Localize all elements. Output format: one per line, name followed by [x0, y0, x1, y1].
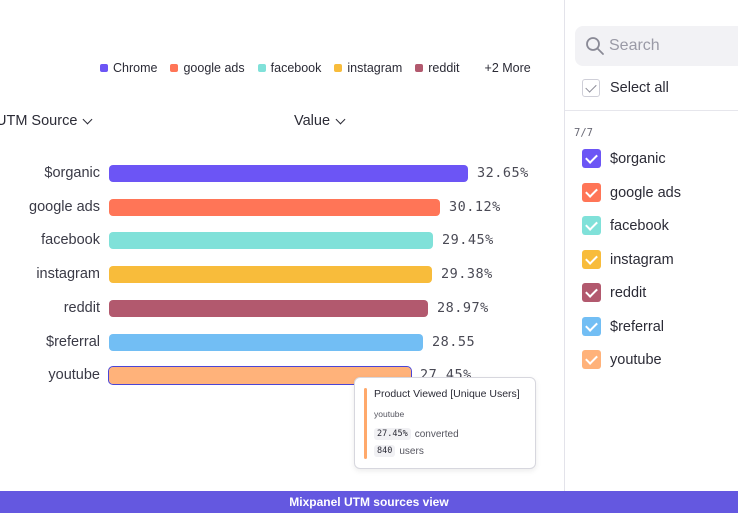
bar[interactable]: [109, 266, 432, 284]
chevron-down-icon: [82, 114, 93, 124]
divider: [565, 110, 738, 111]
bar-category-label: $organic: [44, 165, 100, 181]
filter-item-label: facebook: [610, 217, 669, 234]
bar-row: reddit 28.97%: [0, 298, 560, 318]
bar-value-label: 30.12%: [449, 198, 501, 215]
filter-item-label: youtube: [610, 351, 662, 368]
legend-swatch: [100, 64, 108, 72]
bar-category-label: instagram: [36, 266, 100, 283]
legend-item-reddit[interactable]: reddit: [415, 61, 460, 75]
checkbox-checked-icon: [582, 350, 601, 369]
checkbox-checked-icon: [582, 250, 601, 269]
bar-value-label: 28.97%: [437, 299, 489, 316]
bar-row: instagram 29.38%: [0, 264, 560, 284]
tooltip-converted-label: converted: [414, 428, 459, 440]
tooltip-users-value: 840: [374, 445, 396, 457]
bar-value-label: 29.38%: [441, 266, 493, 283]
legend-swatch: [170, 64, 179, 72]
filter-item-label: $organic: [610, 150, 666, 167]
select-all-checkbox[interactable]: Select all: [582, 79, 669, 97]
bar-category-label: google ads: [29, 198, 100, 215]
legend-swatch: [257, 64, 266, 72]
column-header-label: Value: [294, 113, 331, 129]
column-header-label: UTM Source: [0, 113, 78, 129]
checkbox-checked-icon: [582, 317, 601, 336]
tooltip-users-label: users: [399, 445, 424, 457]
filter-item-reddit[interactable]: reddit: [582, 283, 646, 302]
legend-label: facebook: [270, 61, 322, 75]
filter-item-instagram[interactable]: instagram: [582, 250, 674, 269]
legend-more-button[interactable]: +2 More: [484, 61, 531, 75]
legend-label: reddit: [428, 61, 460, 75]
filter-item-label: google ads: [610, 184, 681, 201]
tooltip-users-line: 840 users: [374, 445, 424, 457]
bar-value-label: 29.45%: [442, 232, 494, 249]
bar-category-label: facebook: [41, 232, 100, 249]
legend-item-chrome[interactable]: Chrome: [100, 61, 157, 75]
filter-item-google-ads[interactable]: google ads: [582, 183, 681, 202]
legend-item-google-ads[interactable]: google ads: [170, 61, 245, 75]
legend-item-facebook[interactable]: facebook: [257, 61, 322, 75]
selection-count: 7/7: [574, 127, 593, 139]
select-all-label: Select all: [610, 80, 669, 96]
tooltip-subtitle: youtube: [374, 409, 405, 419]
filter-item-referral[interactable]: $referral: [582, 317, 664, 336]
chevron-down-icon: [335, 114, 346, 124]
checkbox-checked-icon: [582, 183, 601, 202]
checkbox-checked-icon: [582, 216, 601, 235]
legend-item-instagram[interactable]: instagram: [334, 61, 402, 75]
legend-label: Chrome: [113, 61, 158, 75]
search-icon: [586, 37, 604, 55]
bar-row: $referral 28.55: [0, 332, 560, 352]
filter-item-label: reddit: [610, 284, 647, 301]
value-column-header[interactable]: Value: [294, 113, 346, 129]
filter-item-facebook[interactable]: facebook: [582, 216, 669, 235]
footer-caption: Mixpanel UTM sources view: [0, 491, 738, 513]
checkbox-icon: [582, 79, 600, 97]
bar-value-label: 32.65%: [477, 165, 529, 181]
checkbox-checked-icon: [582, 149, 601, 168]
bar-category-label: $referral: [46, 333, 100, 350]
bar-row: google ads 30.12%: [0, 197, 560, 217]
legend-label: google ads: [183, 61, 245, 75]
bar-category-label: youtube: [48, 367, 100, 384]
search-input[interactable]: [609, 35, 729, 57]
tooltip-converted-line: 27.45% converted: [374, 428, 459, 440]
bar-row: $organic 32.65%: [0, 163, 560, 183]
utm-source-column-header[interactable]: UTM Source: [0, 113, 93, 129]
bar[interactable]: [109, 165, 468, 182]
bar[interactable]: [109, 232, 433, 250]
checkbox-checked-icon: [582, 283, 601, 302]
search-box[interactable]: [575, 26, 738, 66]
bar[interactable]: [108, 366, 412, 386]
bar[interactable]: [109, 333, 423, 351]
filter-item-label: instagram: [610, 251, 674, 268]
filter-item-label: $referral: [610, 318, 664, 335]
tooltip-title: Product Viewed [Unique Users]: [374, 388, 520, 400]
bar-row: facebook 29.45%: [0, 230, 560, 250]
bar[interactable]: [109, 299, 428, 317]
bar[interactable]: [109, 198, 440, 216]
filter-item-youtube[interactable]: youtube: [582, 350, 662, 369]
bar-value-label: 28.55: [432, 333, 476, 350]
tooltip-converted-value: 27.45%: [374, 428, 411, 440]
tooltip-accent: [364, 388, 367, 459]
chart-legend: Chrome google ads facebook instagram red…: [100, 61, 531, 75]
legend-swatch: [415, 64, 424, 72]
legend-swatch: [334, 64, 343, 72]
bar-category-label: reddit: [63, 299, 100, 316]
legend-label: instagram: [347, 61, 403, 75]
filter-item-organic[interactable]: $organic: [582, 149, 666, 168]
bar-tooltip: Product Viewed [Unique Users] youtube 27…: [354, 377, 536, 469]
filter-panel: Select all 7/7 $organic google ads faceb…: [564, 0, 738, 491]
